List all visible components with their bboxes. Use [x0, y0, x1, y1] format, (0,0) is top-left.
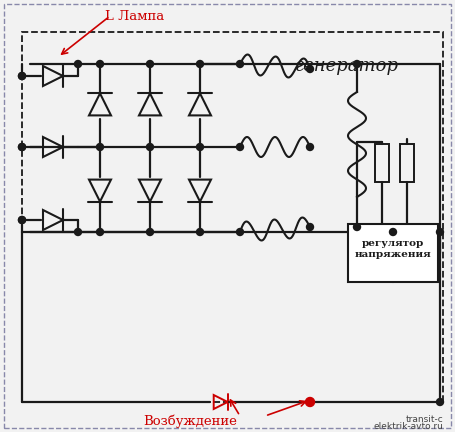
Circle shape	[19, 143, 25, 150]
Circle shape	[19, 73, 25, 79]
Circle shape	[19, 73, 25, 79]
Circle shape	[197, 60, 203, 67]
Text: L Лампа: L Лампа	[105, 10, 164, 23]
Circle shape	[436, 229, 444, 235]
Circle shape	[307, 223, 313, 231]
Circle shape	[147, 229, 153, 235]
Circle shape	[307, 66, 313, 73]
Circle shape	[147, 143, 153, 150]
Circle shape	[197, 229, 203, 235]
Circle shape	[307, 143, 313, 150]
Bar	[400, 144, 414, 182]
Circle shape	[354, 223, 360, 231]
Text: elektrik-avto.ru: elektrik-avto.ru	[373, 422, 443, 431]
Text: генератор: генератор	[295, 57, 399, 75]
Circle shape	[19, 216, 25, 223]
Circle shape	[147, 60, 153, 67]
Bar	[348, 224, 438, 282]
Circle shape	[237, 143, 243, 150]
Text: Возбуждение: Возбуждение	[143, 414, 237, 428]
Text: transit-c: transit-c	[405, 415, 443, 424]
Circle shape	[389, 229, 396, 235]
Text: регулятор
напряжения: регулятор напряжения	[354, 239, 431, 259]
Circle shape	[305, 397, 314, 407]
Bar	[375, 144, 389, 182]
Circle shape	[96, 229, 103, 235]
Circle shape	[96, 143, 103, 150]
Circle shape	[75, 229, 81, 235]
Circle shape	[96, 60, 103, 67]
Circle shape	[19, 216, 25, 223]
Circle shape	[237, 60, 243, 67]
Circle shape	[19, 143, 25, 150]
Circle shape	[436, 398, 444, 406]
Circle shape	[354, 60, 360, 67]
Circle shape	[237, 229, 243, 235]
Circle shape	[75, 60, 81, 67]
Circle shape	[197, 143, 203, 150]
